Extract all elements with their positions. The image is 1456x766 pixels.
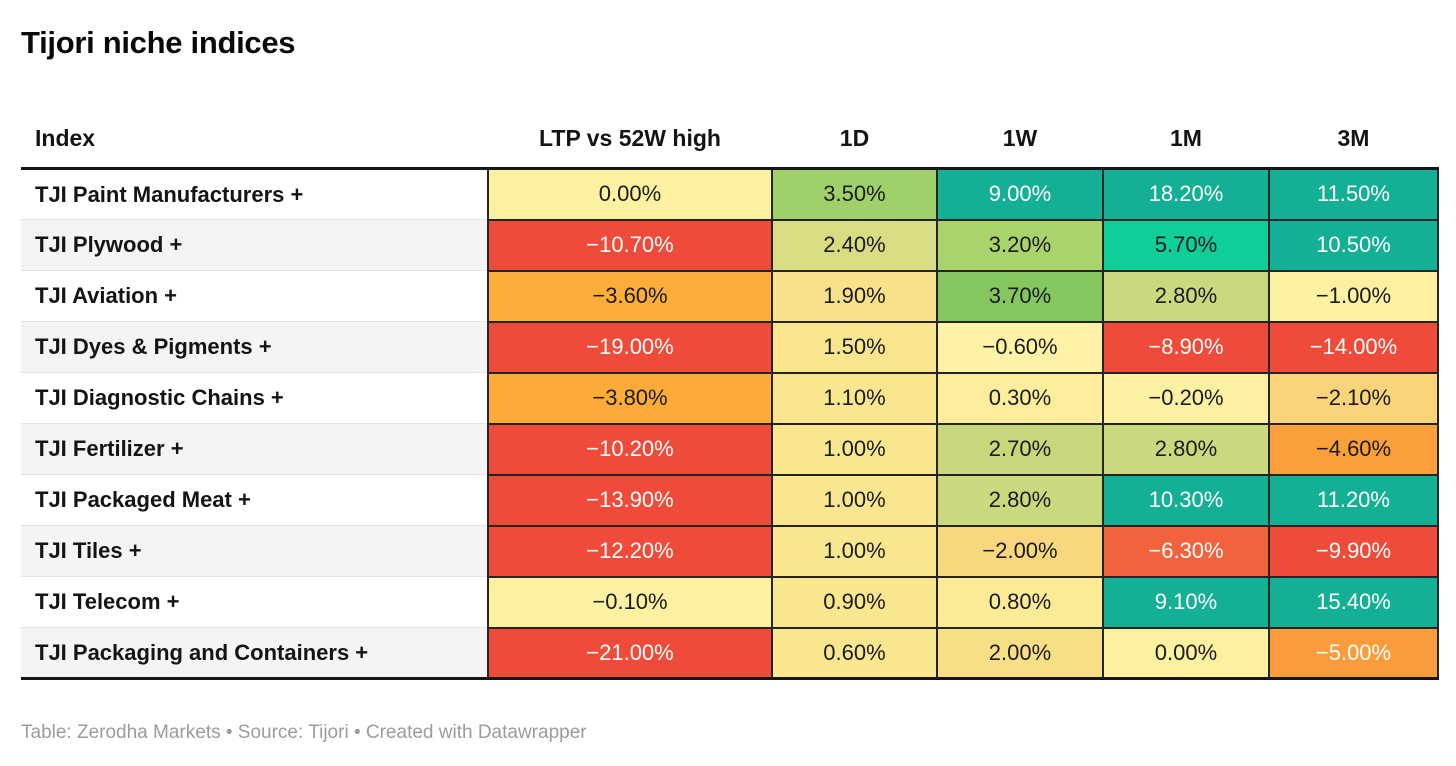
value-cell: −4.60% (1268, 422, 1439, 476)
index-name-expander[interactable]: TJI Aviation + (21, 270, 488, 322)
attribution-footer: Table: Zerodha Markets • Source: Tijori … (21, 722, 587, 743)
value-cell: 5.70% (1102, 218, 1270, 272)
index-name-expander[interactable]: TJI Fertilizer + (21, 423, 488, 475)
index-name-expander[interactable]: TJI Diagnostic Chains + (21, 372, 488, 424)
value-cell: 0.90% (771, 575, 938, 629)
column-header-ltp-52w-high: LTP vs 52W high (488, 91, 772, 170)
table-body: TJI Paint Manufacturers +0.00% 3.50% 9.00%… (21, 167, 1439, 680)
index-name-expander[interactable]: TJI Telecom + (21, 576, 488, 628)
index-name-expander[interactable]: TJI Packaging and Containers + (21, 627, 488, 680)
indices-table: Index LTP vs 52W high 1D 1W 1M 3M TJI Pa… (21, 91, 1439, 680)
value-cell: −0.60% (936, 320, 1104, 374)
value-cell: 3.20% (936, 218, 1104, 272)
value-cell: 1.50% (771, 320, 938, 374)
table-header: Index LTP vs 52W high 1D 1W 1M 3M (21, 91, 1438, 170)
table-row: TJI Fertilizer + −10.20% 1.00% 2.70% 2.80% −4… (21, 422, 1439, 476)
table-row: TJI Packaging and Containers + −21.00% 0.6… (21, 626, 1439, 680)
value-cell: 2.80% (936, 473, 1104, 527)
value-cell: 18.20% (1102, 167, 1270, 221)
value-cell: −14.00% (1268, 320, 1439, 374)
value-cell: 3.50% (771, 167, 938, 221)
value-cell: 2.70% (936, 422, 1104, 476)
index-name-expander[interactable]: TJI Dyes & Pigments + (21, 321, 488, 373)
value-cell: 1.90% (771, 269, 938, 323)
column-header-1w: 1W (937, 91, 1103, 170)
value-cell: 11.20% (1268, 473, 1439, 527)
value-cell: 9.00% (936, 167, 1104, 221)
value-cell: −3.60% (487, 269, 773, 323)
value-cell: −19.00% (487, 320, 773, 374)
value-cell: 11.50% (1268, 167, 1439, 221)
value-cell: 0.60% (771, 626, 938, 680)
column-header-3m: 3M (1269, 91, 1438, 170)
table-row: TJI Paint Manufacturers +0.00% 3.50% 9.00%… (21, 167, 1439, 221)
value-cell: −1.00% (1268, 269, 1439, 323)
value-cell: 1.00% (771, 473, 938, 527)
value-cell: −2.00% (936, 524, 1104, 578)
table-row: TJI Diagnostic Chains + −3.80% 1.10% 0.30% −… (21, 371, 1439, 425)
value-cell: 2.80% (1102, 422, 1270, 476)
value-cell: −12.20% (487, 524, 773, 578)
value-cell: 2.80% (1102, 269, 1270, 323)
table-row: TJI Aviation + −3.60% 1.90% 3.70% 2.80% −1.00… (21, 269, 1439, 323)
value-cell: −0.20% (1102, 371, 1270, 425)
table-row: TJI Packaged Meat + −13.90% 1.00% 2.80% 10.3… (21, 473, 1439, 527)
index-name-expander[interactable]: TJI Packaged Meat + (21, 474, 488, 526)
page-title: Tijori niche indices (21, 25, 296, 60)
value-cell: 0.00% (487, 167, 773, 221)
value-cell: 0.00% (1102, 626, 1270, 680)
value-cell: −8.90% (1102, 320, 1270, 374)
table-row: TJI Telecom + −0.10% 0.90% 0.80% 9.10% 15.40% (21, 575, 1439, 629)
value-cell: 3.70% (936, 269, 1104, 323)
value-cell: −9.90% (1268, 524, 1439, 578)
value-cell: 9.10% (1102, 575, 1270, 629)
index-name-expander[interactable]: TJI Tiles + (21, 525, 488, 577)
value-cell: 2.00% (936, 626, 1104, 680)
column-header-1m: 1M (1103, 91, 1269, 170)
value-cell: 2.40% (771, 218, 938, 272)
value-cell: 10.50% (1268, 218, 1439, 272)
value-cell: 10.30% (1102, 473, 1270, 527)
value-cell: 1.00% (771, 422, 938, 476)
index-name-expander[interactable]: TJI Paint Manufacturers + (21, 168, 488, 220)
column-header-index: Index (21, 91, 488, 170)
value-cell: −13.90% (487, 473, 773, 527)
value-cell: 0.80% (936, 575, 1104, 629)
value-cell: −10.20% (487, 422, 773, 476)
index-name-expander[interactable]: TJI Plywood + (21, 219, 488, 271)
column-header-1d: 1D (772, 91, 937, 170)
table-row: TJI Dyes & Pigments + −19.00% 1.50% −0.60% −… (21, 320, 1439, 374)
table-row: TJI Tiles + −12.20% 1.00% −2.00% −6.30% −9.90… (21, 524, 1439, 578)
value-cell: −21.00% (487, 626, 773, 680)
value-cell: 15.40% (1268, 575, 1439, 629)
value-cell: −2.10% (1268, 371, 1439, 425)
value-cell: 1.00% (771, 524, 938, 578)
value-cell: 1.10% (771, 371, 938, 425)
value-cell: −0.10% (487, 575, 773, 629)
value-cell: −3.80% (487, 371, 773, 425)
value-cell: 0.30% (936, 371, 1104, 425)
page: Tijori niche indices Index LTP vs 52W hi… (21, 25, 1439, 743)
value-cell: −10.70% (487, 218, 773, 272)
value-cell: −5.00% (1268, 626, 1439, 680)
value-cell: −6.30% (1102, 524, 1270, 578)
table-row: TJI Plywood + −10.70% 2.40% 3.20% 5.70% 10.50… (21, 218, 1439, 272)
